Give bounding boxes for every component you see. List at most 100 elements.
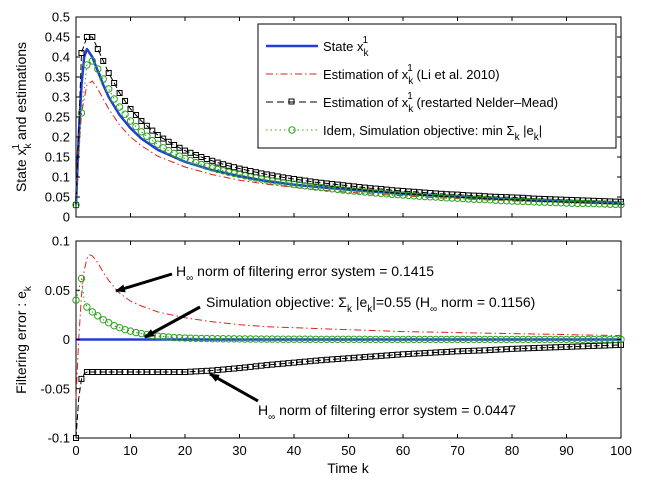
data-point-idem	[284, 335, 293, 343]
data-point-idem	[470, 335, 478, 344]
data-point-idem	[388, 190, 396, 198]
data-point-idem	[442, 194, 451, 202]
data-point-idem	[486, 196, 494, 204]
data-point-idem	[273, 178, 282, 186]
data-point-idem	[502, 197, 511, 205]
data-point-idem	[323, 335, 331, 344]
legend-item-li: Estimation of xk1 (Li et al. 2010)	[266, 63, 500, 87]
data-point-idem	[164, 333, 173, 341]
data-point-idem	[77, 274, 86, 283]
data-point-idem	[459, 194, 467, 203]
y-tick-label: 0.05	[45, 283, 70, 298]
data-point-idem	[192, 334, 200, 343]
y-tick-label: 0	[63, 210, 70, 225]
data-point-idem	[584, 335, 592, 344]
data-point-idem	[453, 335, 462, 344]
data-point-idem	[377, 335, 385, 344]
data-point-nm	[94, 46, 101, 52]
data-point-idem	[562, 335, 571, 344]
data-point-idem	[535, 198, 543, 206]
legend: State xk1 Estimation of xk1 (Li et al. 2…	[257, 23, 617, 149]
top-y-axis-label: State xk1 and estimations	[11, 42, 34, 192]
x-tick-label: 80	[505, 443, 519, 458]
data-point-idem	[421, 192, 429, 201]
data-point-idem	[333, 185, 342, 194]
data-point-idem	[279, 178, 287, 187]
bottom-chart: 0 10 20 30 40 50 60 70 80 90 100 -0.1 -0.05 0 0.05 0.1…	[13, 234, 632, 477]
data-point-idem	[203, 162, 211, 170]
data-point-idem	[590, 335, 598, 344]
x-tick-label: 30	[232, 443, 246, 458]
data-point-idem	[546, 198, 554, 207]
data-point-idem	[573, 335, 582, 344]
y-tick-label: 0.35	[45, 70, 70, 85]
y-tick-label: 0.4	[52, 50, 70, 65]
data-point-nm	[111, 80, 118, 86]
data-point-idem	[355, 335, 364, 344]
data-point-idem	[306, 335, 315, 343]
x-tick-label: 20	[178, 443, 192, 458]
data-point-nm	[165, 138, 172, 145]
data-point-idem	[230, 335, 238, 343]
data-point-idem	[513, 335, 522, 344]
data-point-idem	[132, 122, 140, 131]
data-point-idem	[617, 200, 625, 209]
data-point-idem	[551, 335, 560, 344]
data-point-idem	[579, 335, 587, 344]
data-point-idem	[72, 296, 80, 304]
data-point-idem	[186, 334, 195, 342]
data-point-idem	[568, 199, 576, 207]
data-point-idem	[110, 95, 118, 103]
data-point-idem	[372, 189, 380, 197]
data-point-idem	[121, 110, 129, 118]
data-point-idem	[175, 334, 184, 342]
data-point-idem	[399, 335, 407, 344]
data-point-idem	[421, 335, 429, 344]
data-point-idem	[600, 200, 609, 208]
data-point-idem	[562, 199, 571, 207]
data-point-idem	[546, 335, 554, 344]
data-point-idem	[584, 199, 592, 208]
data-point-nm	[78, 50, 85, 56]
data-point-idem	[557, 335, 565, 344]
data-point-idem	[208, 164, 216, 172]
data-point-idem	[486, 335, 494, 344]
data-point-idem	[508, 197, 516, 205]
data-point-idem	[355, 187, 364, 196]
data-point-idem	[448, 194, 456, 202]
data-point-idem	[475, 335, 483, 344]
data-point-idem	[497, 335, 505, 344]
data-point-idem	[524, 335, 533, 344]
data-point-idem	[437, 193, 445, 202]
annotation-sim-objective: Simulation objective: Σk |ek|=0.55 (H∞ n…	[144, 294, 535, 339]
data-point-idem	[579, 199, 587, 208]
data-point-idem	[573, 199, 582, 208]
y-tick-label: 0.15	[45, 150, 70, 165]
data-point-idem	[328, 335, 336, 344]
data-point-idem	[437, 335, 445, 344]
data-point-nm	[100, 58, 107, 64]
data-point-idem	[519, 335, 527, 344]
data-point-idem	[273, 335, 282, 343]
data-point-idem	[535, 335, 543, 344]
data-point-idem	[344, 186, 353, 195]
data-point-idem	[235, 170, 244, 179]
data-point-idem	[448, 335, 456, 344]
legend-label-li: Estimation of xk1 (Li et al. 2010)	[323, 63, 500, 87]
data-point-idem	[595, 200, 603, 208]
data-point-idem	[541, 335, 549, 344]
data-point-idem	[361, 335, 369, 344]
data-point-idem	[219, 335, 227, 343]
y-tick-label: 0.1	[52, 170, 70, 185]
data-point-idem	[105, 319, 113, 327]
legend-box	[257, 23, 617, 149]
data-point-idem	[154, 140, 162, 148]
data-point-idem	[470, 195, 478, 203]
top-series-group	[72, 34, 625, 209]
data-point-idem	[453, 194, 462, 202]
data-point-idem	[268, 335, 276, 343]
bottom-x-ticks: 0 10 20 30 40 50 60 70 80 90 100	[72, 241, 632, 458]
data-point-idem	[339, 335, 347, 344]
data-point-idem	[606, 200, 614, 208]
